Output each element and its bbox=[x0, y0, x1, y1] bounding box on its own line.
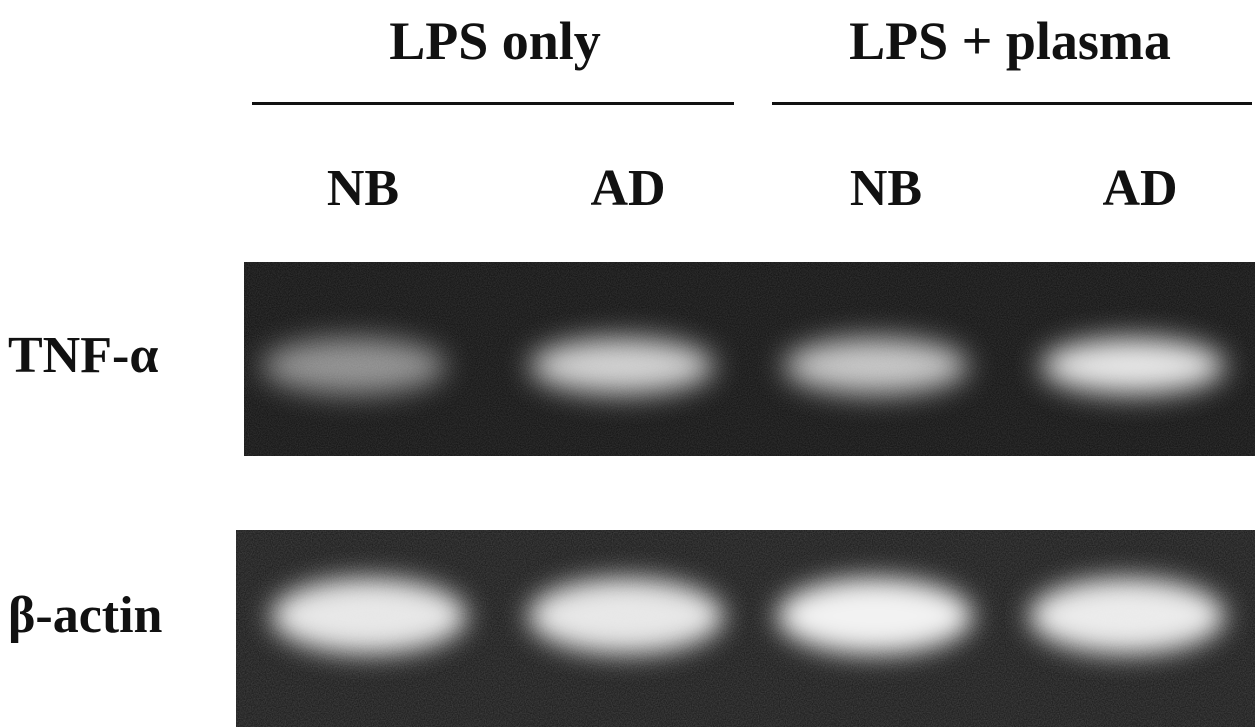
lane-label-4: AD bbox=[1102, 160, 1178, 217]
lane-label-3: NB bbox=[849, 160, 923, 217]
tnf-band-2 bbox=[530, 338, 714, 394]
gel-strip-beta-actin bbox=[236, 530, 1255, 727]
actin-band-3 bbox=[777, 578, 973, 654]
group-rule-lps-plasma bbox=[772, 102, 1252, 105]
lane-label-1: NB bbox=[326, 160, 400, 217]
tnf-band-1 bbox=[262, 338, 446, 394]
gel-strip-tnf-alpha bbox=[244, 262, 1255, 456]
group-title-lps-only: LPS only bbox=[389, 11, 601, 71]
row-label-tnf-alpha: TNF-α bbox=[8, 327, 159, 384]
actin-band-2 bbox=[528, 578, 724, 654]
group-rule-lps-only bbox=[252, 102, 734, 105]
tnf-band-4 bbox=[1041, 338, 1225, 394]
actin-band-1 bbox=[271, 578, 467, 654]
lane-label-2: AD bbox=[590, 160, 666, 217]
tnf-band-3 bbox=[784, 338, 968, 394]
group-title-lps-plasma: LPS + plasma bbox=[849, 11, 1171, 71]
actin-band-4 bbox=[1029, 578, 1225, 654]
row-label-beta-actin: β-actin bbox=[8, 587, 163, 644]
